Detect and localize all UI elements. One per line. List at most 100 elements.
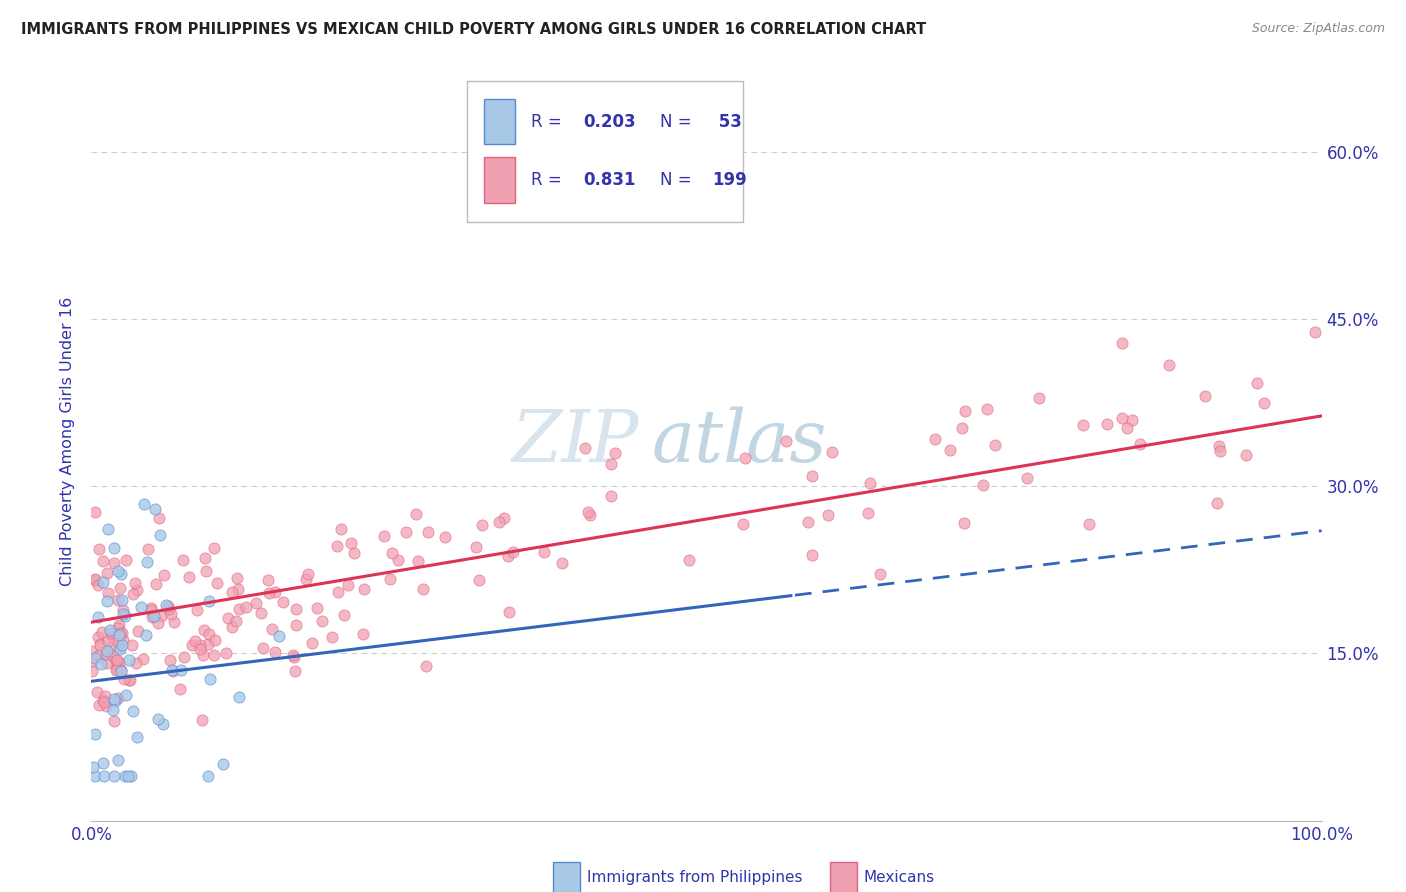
- Point: [952, 421, 974, 435]
- Point: [198, 627, 221, 641]
- Point: [83, 726, 105, 740]
- Text: ZIP: ZIP: [512, 406, 638, 477]
- Point: [115, 552, 138, 566]
- Point: [1071, 417, 1094, 432]
- Point: [953, 516, 976, 530]
- Point: [488, 515, 510, 529]
- Point: [207, 575, 229, 590]
- Text: Immigrants from Philippines: Immigrants from Philippines: [588, 870, 803, 885]
- Point: [775, 434, 797, 448]
- Point: [98, 623, 121, 637]
- Point: [122, 705, 145, 719]
- Point: [1111, 411, 1133, 425]
- Point: [1157, 358, 1180, 372]
- Point: [257, 585, 280, 599]
- Point: [333, 607, 356, 622]
- Point: [136, 542, 159, 557]
- Point: [125, 730, 148, 744]
- Point: [110, 625, 132, 640]
- Point: [468, 573, 491, 587]
- Point: [976, 402, 998, 417]
- Point: [579, 508, 602, 522]
- Point: [121, 638, 143, 652]
- Point: [1078, 516, 1101, 531]
- Point: [194, 551, 217, 566]
- Point: [184, 633, 207, 648]
- Text: IMMIGRANTS FROM PHILIPPINES VS MEXICAN CHILD POVERTY AMONG GIRLS UNDER 16 CORREL: IMMIGRANTS FROM PHILIPPINES VS MEXICAN C…: [21, 22, 927, 37]
- Point: [202, 648, 225, 663]
- Point: [159, 653, 181, 667]
- Point: [89, 638, 111, 652]
- Point: [984, 438, 1007, 452]
- Point: [406, 554, 429, 568]
- Point: [111, 626, 134, 640]
- Point: [93, 695, 115, 709]
- Point: [145, 576, 167, 591]
- Text: N =: N =: [659, 171, 692, 189]
- Point: [148, 511, 170, 525]
- Point: [107, 621, 129, 635]
- Point: [415, 658, 437, 673]
- Point: [1017, 471, 1039, 485]
- Point: [326, 540, 349, 554]
- Point: [110, 664, 132, 678]
- Point: [101, 648, 124, 663]
- Point: [416, 525, 439, 540]
- Point: [94, 647, 117, 661]
- Point: [1129, 437, 1152, 451]
- Point: [202, 541, 225, 556]
- Point: [801, 469, 824, 483]
- Point: [127, 582, 149, 597]
- FancyBboxPatch shape: [467, 81, 744, 222]
- Point: [118, 653, 141, 667]
- Point: [856, 506, 879, 520]
- Point: [373, 529, 395, 543]
- Point: [405, 507, 427, 521]
- Point: [84, 769, 107, 783]
- Point: [869, 566, 891, 581]
- Point: [1234, 448, 1257, 462]
- Point: [464, 541, 486, 555]
- Point: [284, 618, 307, 632]
- Point: [412, 582, 434, 597]
- Point: [1205, 496, 1227, 510]
- Point: [139, 601, 162, 615]
- Point: [87, 610, 110, 624]
- Point: [283, 649, 305, 664]
- Text: atlas: atlas: [651, 406, 827, 477]
- Point: [112, 603, 135, 617]
- Point: [1116, 421, 1139, 435]
- Point: [80, 644, 103, 658]
- Point: [107, 690, 129, 705]
- Point: [953, 404, 976, 418]
- Point: [152, 717, 174, 731]
- Point: [197, 637, 219, 651]
- Point: [120, 769, 142, 783]
- Point: [157, 602, 180, 616]
- Point: [434, 530, 457, 544]
- Point: [330, 522, 353, 536]
- Point: [104, 694, 127, 708]
- Point: [103, 541, 125, 555]
- Point: [112, 607, 135, 621]
- Point: [82, 759, 104, 773]
- Point: [108, 655, 131, 669]
- Point: [96, 594, 118, 608]
- Point: [352, 626, 374, 640]
- Point: [264, 585, 287, 599]
- Point: [217, 611, 239, 625]
- Point: [110, 663, 132, 677]
- Point: [188, 638, 211, 652]
- Point: [678, 553, 700, 567]
- Point: [263, 645, 285, 659]
- Point: [103, 769, 125, 783]
- Point: [173, 650, 195, 665]
- Point: [204, 633, 226, 648]
- Point: [734, 450, 756, 465]
- Point: [91, 554, 114, 568]
- Point: [245, 596, 267, 610]
- Point: [576, 505, 599, 519]
- Point: [87, 577, 110, 591]
- Point: [139, 603, 162, 617]
- FancyBboxPatch shape: [484, 99, 515, 145]
